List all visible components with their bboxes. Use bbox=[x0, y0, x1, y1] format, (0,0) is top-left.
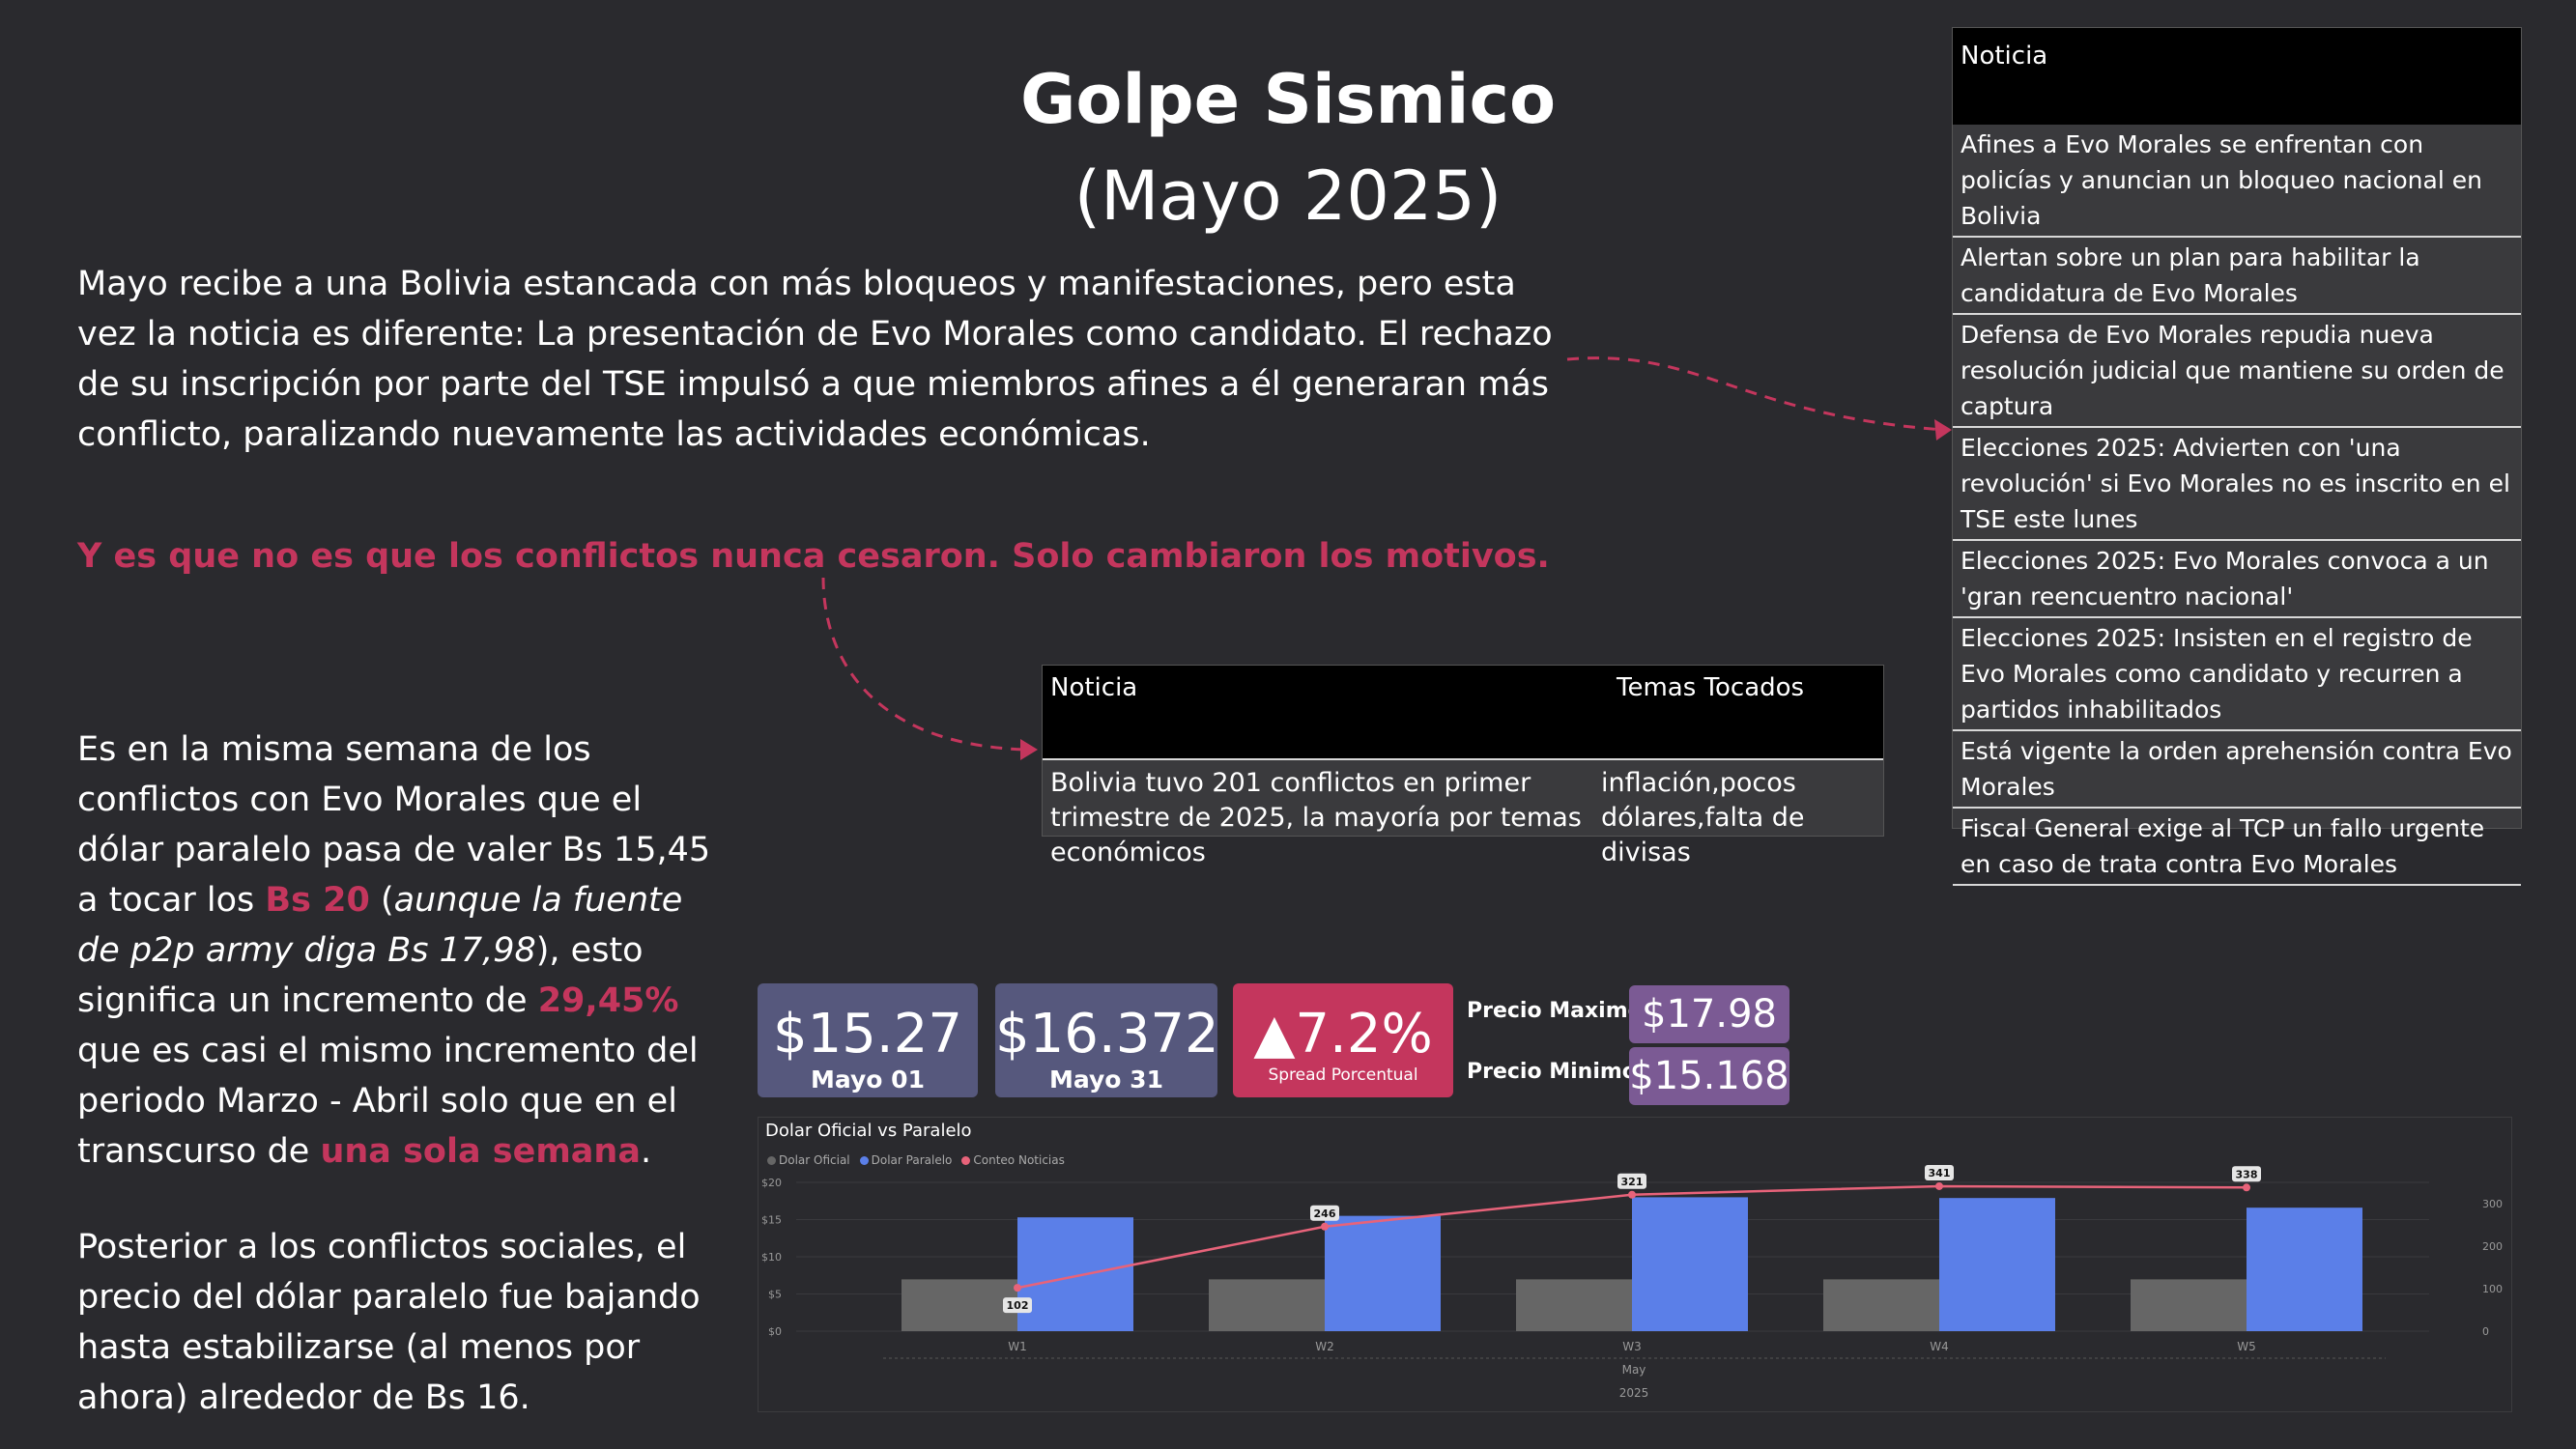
data-label-box bbox=[2232, 1166, 2261, 1182]
bar-oficial bbox=[1823, 1279, 1939, 1331]
intro-paragraph: Mayo recibe a una Bolivia estancada con … bbox=[77, 265, 1553, 454]
kpi-end-label: Mayo 31 bbox=[1049, 1065, 1163, 1094]
news-table-body: Afines a Evo Morales se enfrentan con po… bbox=[1953, 125, 2521, 886]
point-conteo-noticias bbox=[1014, 1284, 1021, 1293]
bar-oficial bbox=[902, 1279, 1017, 1331]
y-left-tick-label: $20 bbox=[761, 1177, 782, 1189]
data-label-box bbox=[1003, 1297, 1032, 1314]
max-price-label: Precio Maximo bbox=[1467, 999, 1643, 1023]
min-price-value: $15.168 bbox=[1629, 1047, 1789, 1105]
x-tick-label: W3 bbox=[1622, 1340, 1642, 1353]
topics-cell-news: Bolivia tuvo 201 conflictos en primer tr… bbox=[1050, 768, 1582, 867]
legend-item-noticias: Conteo Noticias bbox=[961, 1153, 1065, 1167]
table-row: Defensa de Evo Morales repudia nueva res… bbox=[1953, 315, 2521, 428]
y-right-tick-label: 200 bbox=[2482, 1240, 2503, 1253]
arrow-to-news-table bbox=[1566, 356, 1945, 432]
y-left-tick-label: $15 bbox=[761, 1214, 782, 1227]
point-conteo-noticias bbox=[1935, 1181, 1943, 1190]
page-title: Golpe Sismico bbox=[1019, 60, 1557, 139]
topics-table: Noticia Temas Tocados Bolivia tuvo 201 c… bbox=[1042, 665, 1884, 867]
bar-paralelo bbox=[1325, 1215, 1441, 1331]
chart-legend: Dolar Oficial Dolar Paralelo Conteo Noti… bbox=[767, 1153, 1065, 1167]
data-label: 338 bbox=[2236, 1168, 2258, 1180]
legend-item-paralelo: Dolar Paralelo bbox=[859, 1153, 952, 1167]
x-group-label: May bbox=[1622, 1363, 1646, 1377]
data-label: 321 bbox=[1621, 1176, 1644, 1188]
bar-oficial bbox=[2131, 1279, 2247, 1331]
point-conteo-noticias bbox=[1321, 1222, 1329, 1231]
table-row: Bolivia tuvo 201 conflictos en primer tr… bbox=[1043, 760, 1883, 876]
x-tick-label: W4 bbox=[1930, 1340, 1949, 1353]
kpi-spread-card: ▲7.2% Spread Porcentual bbox=[1233, 983, 1453, 1097]
dollar-highlight-percent: 29,45% bbox=[537, 981, 679, 1020]
bar-paralelo bbox=[1939, 1198, 2055, 1331]
dollar-text-i: . bbox=[640, 1132, 652, 1171]
bar-paralelo bbox=[1017, 1217, 1133, 1331]
point-conteo-noticias bbox=[2243, 1183, 2250, 1192]
y-left-tick-label: $0 bbox=[768, 1325, 782, 1338]
dollar-text-a: Es en la misma semana de los conflictos … bbox=[77, 730, 711, 920]
y-right-tick-label: 100 bbox=[2482, 1283, 2503, 1295]
bar-paralelo bbox=[2247, 1208, 2362, 1331]
kpi-end-value: $16.372 bbox=[995, 1003, 1219, 1065]
y-right-tick-label: 0 bbox=[2482, 1325, 2489, 1338]
arrow-head-topics-table bbox=[1020, 739, 1038, 760]
chart-plot: $0 $5 $10 $15 $20 0 100 200 300 W1 W2 W3 W4 W5 May 2025… bbox=[761, 1164, 2503, 1400]
kpi-spread-label: Spread Porcentual bbox=[1268, 1065, 1418, 1085]
y-left-tick-label: $5 bbox=[768, 1289, 782, 1301]
y-left-tick-label: $10 bbox=[761, 1251, 782, 1264]
bar-oficial bbox=[1209, 1279, 1325, 1331]
table-row: Está vigente la orden aprehensión contra… bbox=[1953, 731, 2521, 809]
max-price-value: $17.98 bbox=[1629, 985, 1789, 1043]
kpi-start-value: $15.27 bbox=[773, 1003, 962, 1065]
dollar-text-g: que es casi el mismo incremento del peri… bbox=[77, 1032, 699, 1171]
data-label: 341 bbox=[1929, 1167, 1951, 1179]
data-label: 246 bbox=[1314, 1208, 1336, 1220]
table-row: Elecciones 2025: Evo Morales convoca a u… bbox=[1953, 541, 2521, 618]
x-tick-label: W1 bbox=[1008, 1340, 1027, 1353]
dollar-highlight-week: una sola semana bbox=[320, 1132, 641, 1171]
dollar-paragraph: Es en la misma semana de los conflictos … bbox=[77, 724, 734, 1177]
chart-title: Dolar Oficial vs Paralelo bbox=[765, 1121, 972, 1141]
kpi-spread-value: ▲7.2% bbox=[1253, 1003, 1433, 1065]
news-table: Noticia Afines a Evo Morales se enfrenta… bbox=[1952, 27, 2522, 886]
x-tick-label: W2 bbox=[1315, 1340, 1334, 1353]
highlight-quote: Y es que no es que los conflictos nunca … bbox=[77, 537, 1550, 576]
page-subtitle: (Mayo 2025) bbox=[1073, 156, 1503, 236]
bar-oficial bbox=[1516, 1279, 1632, 1331]
legend-item-oficial: Dolar Oficial bbox=[767, 1153, 850, 1167]
kpi-end-card: $16.372 Mayo 31 bbox=[995, 983, 1219, 1097]
kpi-start-label: Mayo 01 bbox=[811, 1065, 925, 1094]
data-label-box bbox=[1310, 1205, 1339, 1221]
point-conteo-noticias bbox=[1628, 1190, 1636, 1199]
x-tick-label: W5 bbox=[2237, 1340, 2256, 1353]
dollar-source-note: aunque la fuente de p2p army diga Bs 17,… bbox=[77, 881, 683, 970]
data-label: 102 bbox=[1007, 1299, 1029, 1312]
table-row: Elecciones 2025: Insisten en el registro… bbox=[1953, 618, 2521, 731]
arrow-to-topics-table bbox=[821, 577, 1025, 752]
bar-paralelo bbox=[1632, 1197, 1748, 1331]
table-row: Afines a Evo Morales se enfrentan con po… bbox=[1953, 125, 2521, 238]
kpi-start-card: $15.27 Mayo 01 bbox=[758, 983, 978, 1097]
min-price-label: Precio Minimo bbox=[1467, 1060, 1637, 1084]
closing-paragraph: Posterior a los conflictos sociales, el … bbox=[77, 1228, 701, 1417]
data-label-box bbox=[1925, 1164, 1954, 1180]
news-table-header: Noticia bbox=[1953, 28, 2521, 125]
dollar-text-c: ( bbox=[369, 881, 394, 920]
topics-header-topics: Temas Tocados bbox=[1617, 673, 1805, 702]
topics-table-header: Noticia Temas Tocados bbox=[1043, 666, 1883, 758]
topics-header-news: Noticia bbox=[1050, 673, 1138, 702]
y-right-tick-label: 300 bbox=[2482, 1198, 2503, 1210]
arrow-head-news-table bbox=[1934, 419, 1952, 440]
dollar-highlight-bs20: Bs 20 bbox=[265, 881, 370, 920]
table-row: Alertan sobre un plan para habilitar la … bbox=[1953, 238, 2521, 315]
data-label-box bbox=[1617, 1173, 1646, 1189]
table-row: Fiscal General exige al TCP un fallo urg… bbox=[1953, 809, 2521, 886]
topics-cell-topics: inflación,pocos dólares,falta de divisas bbox=[1601, 768, 1805, 867]
table-row: Elecciones 2025: Advierten con 'una revo… bbox=[1953, 428, 2521, 541]
dollar-text-e: ), esto significa un incremento de bbox=[77, 931, 644, 1020]
x-year-label: 2025 bbox=[1619, 1386, 1649, 1400]
